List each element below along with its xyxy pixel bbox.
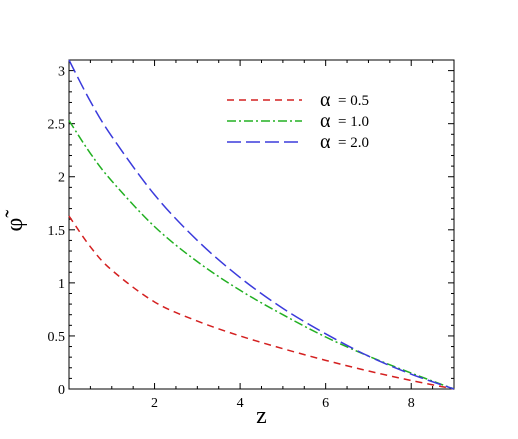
legend-label: = 0.5: [338, 93, 369, 109]
y-tick-label: 2.5: [48, 118, 66, 133]
series-line-0: [68, 215, 455, 390]
series-line-2: [68, 59, 455, 390]
plot-border: [68, 59, 455, 390]
legend: α = 0.5 α = 1.0 α = 2.0: [227, 89, 369, 153]
legend-symbol: α: [320, 131, 331, 153]
y-tick-label: 0: [58, 383, 65, 398]
y-tick-label: 1.5: [48, 224, 66, 239]
y-tick-label: 3: [58, 65, 65, 80]
series-lines: [68, 59, 455, 390]
x-tick-label: 6: [322, 396, 329, 411]
y-axis-label: φ̃: [2, 210, 28, 232]
y-tick-label: 0.5: [48, 330, 66, 345]
series-line-1: [68, 120, 455, 390]
x-tick-label: 2: [151, 396, 158, 411]
legend-symbol: α: [320, 110, 331, 132]
plot-area-frame: [68, 59, 455, 390]
x-tick-label: 4: [237, 396, 244, 411]
axis-ticks: 2 4 6 8 0 0.5 1 1.5 2 2.5 3: [48, 60, 454, 411]
y-tick-label: 1: [58, 277, 65, 292]
legend-symbol: α: [320, 89, 331, 111]
y-tick-label: 2: [58, 171, 65, 186]
x-tick-label: 8: [408, 396, 415, 411]
x-axis-label: z: [256, 403, 267, 429]
legend-label: = 1.0: [338, 114, 369, 130]
legend-label: = 2.0: [338, 135, 369, 151]
